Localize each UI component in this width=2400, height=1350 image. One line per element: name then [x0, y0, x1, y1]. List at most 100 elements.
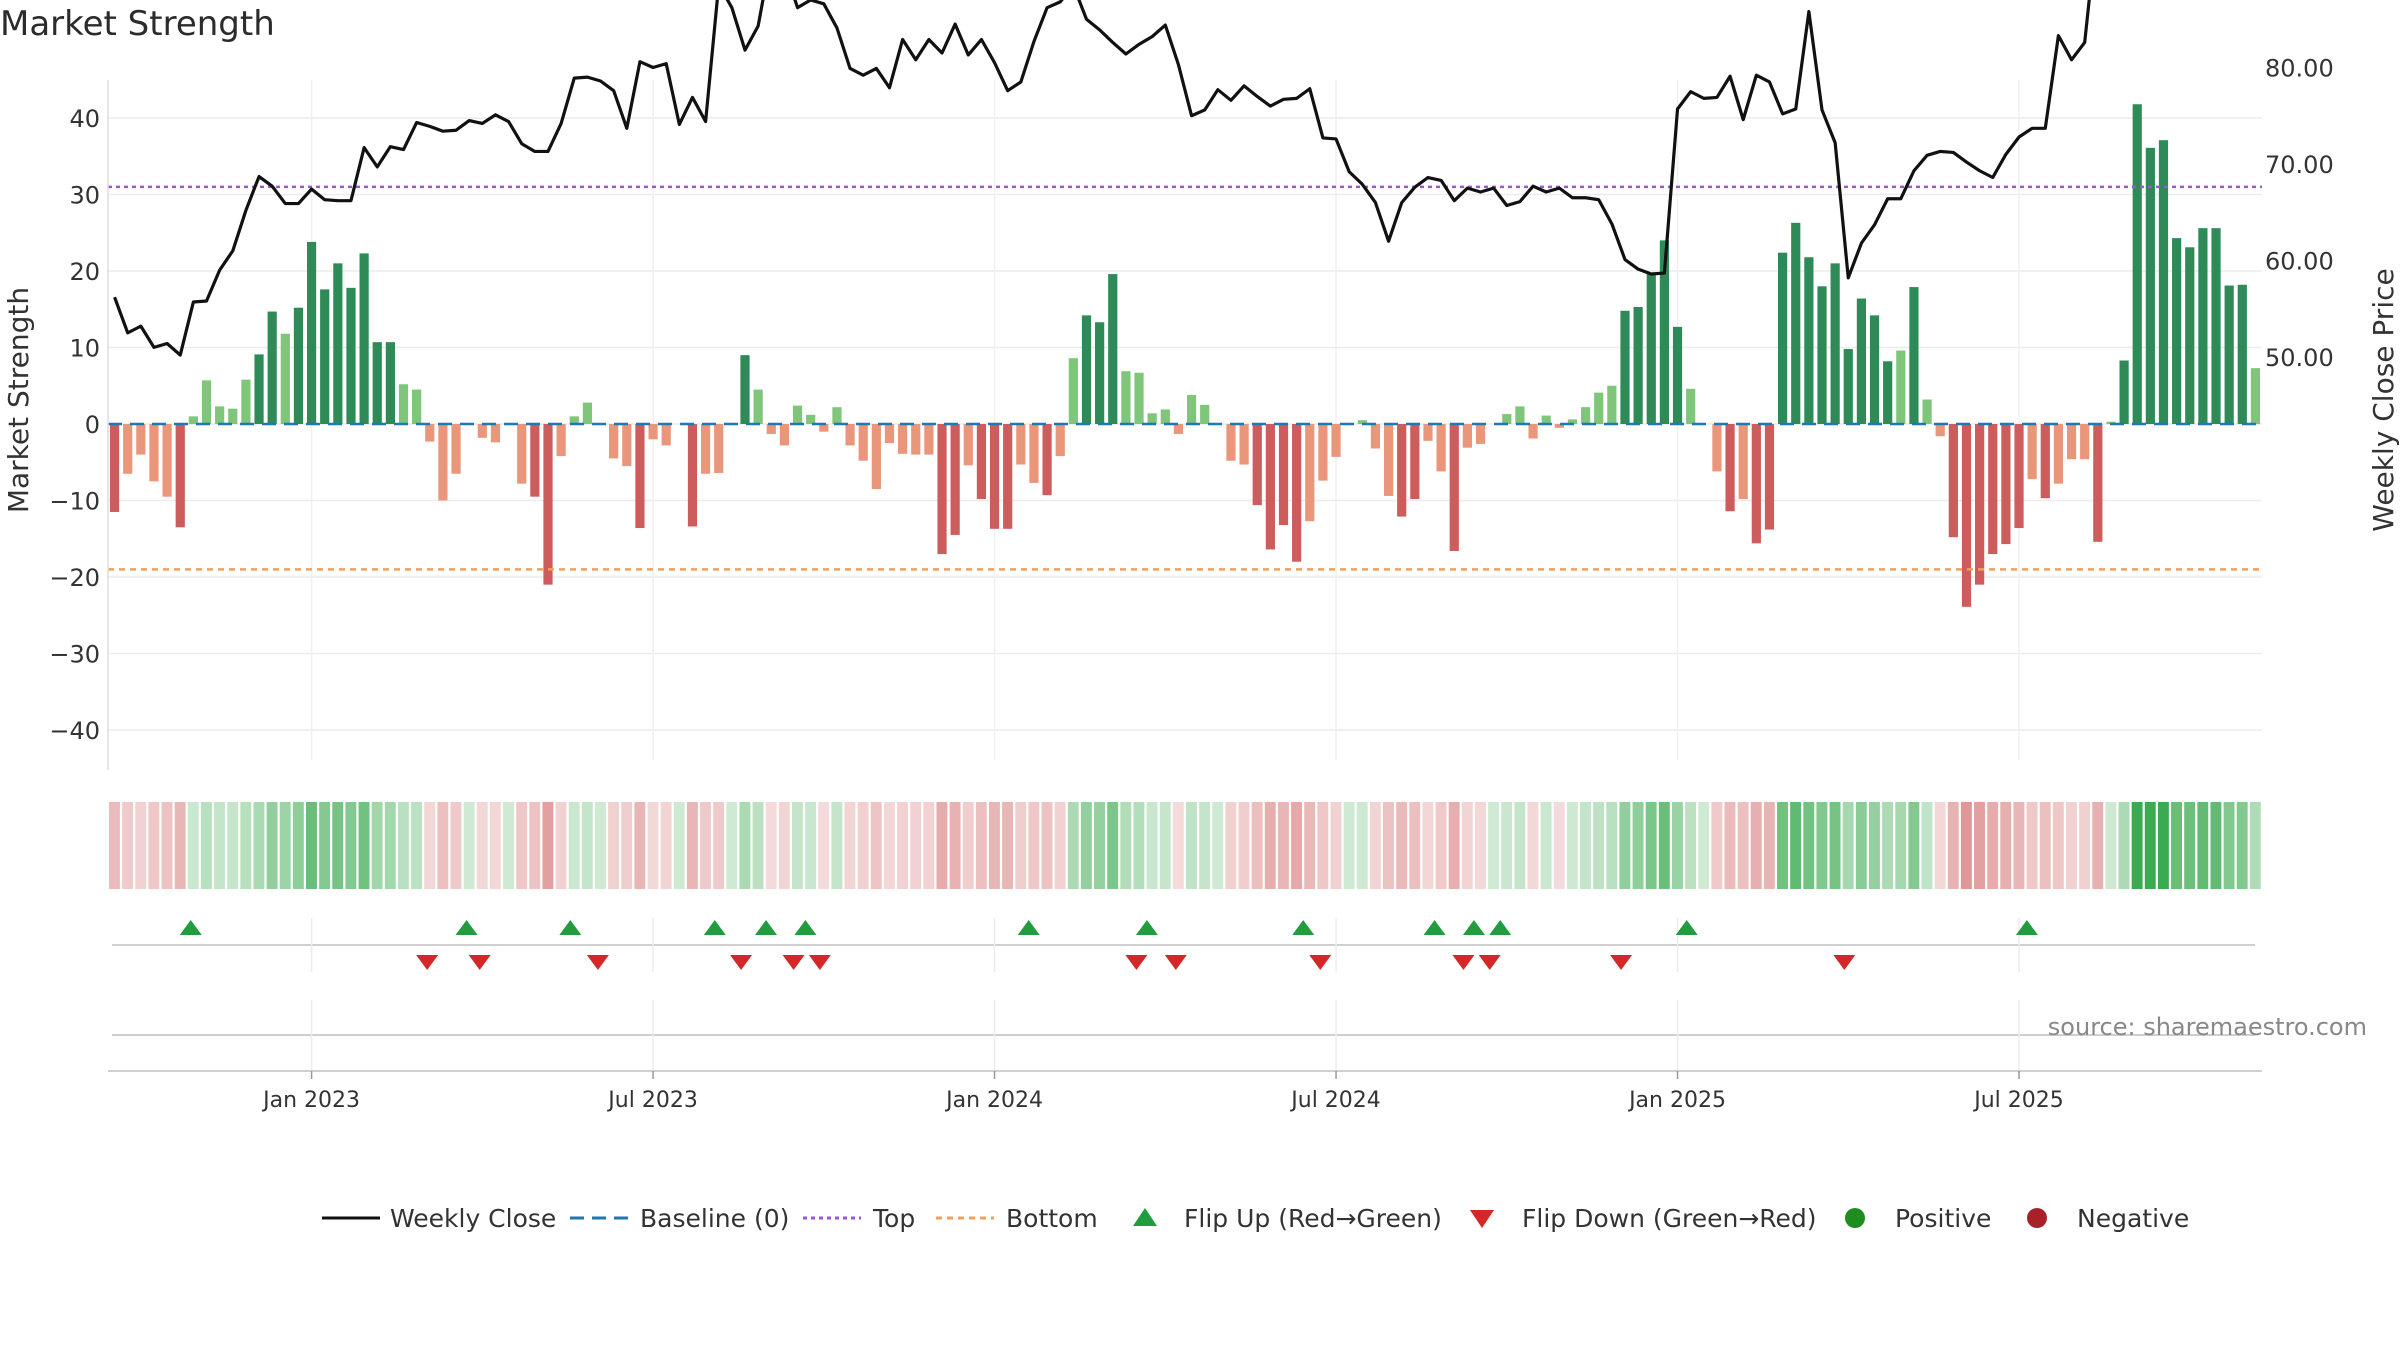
flip-up-marker: [1462, 920, 1485, 935]
strength-bar: [1935, 424, 1945, 437]
flip-down-marker: [782, 955, 805, 970]
strength-bar: [845, 424, 855, 446]
heatmap-cell: [2013, 802, 2025, 889]
heatmap-cell: [266, 802, 278, 889]
heatmap-cell: [542, 802, 554, 889]
heatmap-cell: [1632, 802, 1644, 889]
heatmap-cell: [923, 802, 935, 889]
strength-bar: [1200, 404, 1210, 424]
heatmap-cell: [319, 802, 331, 889]
y-tick-label-left: −20: [49, 564, 100, 592]
heatmap-cell: [2223, 802, 2235, 889]
strength-bar: [2053, 424, 2064, 484]
flip-down-marker: [1478, 955, 1501, 970]
strength-bar: [1134, 372, 1144, 424]
strength-bar: [569, 416, 579, 424]
flip-down-marker: [416, 955, 439, 970]
strength-bar: [1081, 315, 1092, 424]
strength-bar: [136, 424, 146, 455]
y-tick-label-right: 50.00: [2265, 344, 2334, 372]
heatmap-cell: [1698, 802, 1710, 889]
strength-bar: [556, 424, 566, 457]
strength-bar: [2080, 424, 2090, 460]
flip-up-marker: [179, 920, 202, 935]
heatmap-cell: [1540, 802, 1552, 889]
strength-bar: [188, 416, 198, 424]
heatmap-cell: [988, 802, 1000, 889]
heatmap-cell: [2026, 802, 2038, 889]
strength-bar: [1410, 424, 1420, 499]
strength-bar: [306, 241, 317, 424]
heatmap-cell: [831, 802, 843, 889]
strength-bar: [320, 289, 330, 424]
legend-weekly-close-label: Weekly Close: [390, 1204, 556, 1233]
heatmap-cell: [2210, 802, 2222, 889]
strength-bar: [438, 424, 448, 501]
strength-bar: [1292, 424, 1302, 562]
strength-bar: [1961, 424, 1972, 607]
strength-bar: [1475, 424, 1486, 444]
heatmap-cell: [1080, 802, 1092, 889]
flip-markers-panel: [112, 918, 2255, 972]
heatmap-cell: [2118, 802, 2130, 889]
strength-bar: [1528, 424, 1538, 439]
strength-bar: [1462, 424, 1472, 448]
strength-bar: [2198, 228, 2208, 424]
grid-lines: [108, 80, 2262, 760]
strength-bar: [1357, 420, 1367, 424]
strength-bar: [635, 424, 645, 529]
heatmap-cell: [1553, 802, 1565, 889]
strength-bar: [832, 407, 842, 424]
heatmap-cell: [424, 802, 436, 889]
heatmap-cell: [1974, 802, 1985, 889]
flip-up-marker: [755, 920, 778, 935]
heatmap-cell: [1054, 802, 1066, 889]
strength-bar: [1856, 298, 1867, 424]
heatmap-cell: [805, 802, 817, 889]
weekly-close-line: [113, 0, 2091, 357]
heatmap-cell: [332, 802, 344, 889]
heatmap-cell: [384, 802, 396, 889]
heatmap-cell: [174, 802, 186, 889]
strength-bar: [346, 287, 356, 424]
heatmap-cell: [1120, 802, 1132, 889]
y-tick-label-right: 60.00: [2265, 248, 2334, 276]
heatmap-cell: [949, 802, 961, 889]
strength-bar: [622, 424, 632, 467]
strength-bar: [1791, 222, 1801, 424]
strength-bar: [1003, 424, 1013, 529]
heatmap-cell: [187, 802, 199, 889]
strength-bar: [451, 424, 461, 474]
legend-top-label: Top: [872, 1204, 915, 1233]
strength-bar: [1817, 286, 1827, 424]
heatmap-cell: [1711, 802, 1723, 889]
heatmap-cell: [1580, 802, 1591, 889]
heatmap-cell: [1842, 802, 1854, 889]
heatmap-cell: [2157, 802, 2169, 889]
strength-bar: [884, 424, 895, 444]
strength-bar: [280, 333, 290, 424]
heatmap-cell: [2000, 802, 2012, 889]
legend-positive-label: Positive: [1895, 1204, 1991, 1233]
strength-bar: [1896, 350, 1906, 424]
heatmap-cell: [1409, 802, 1421, 889]
strength-bar: [372, 342, 382, 424]
strength-bar: [1055, 424, 1065, 457]
heatmap-cell: [700, 802, 711, 889]
strength-bar: [149, 424, 159, 482]
heatmap-cell: [634, 802, 646, 889]
strength-bar: [1173, 424, 1184, 434]
strength-bar: [162, 424, 172, 497]
strength-bar: [175, 424, 185, 528]
heatmap-cell: [437, 802, 449, 889]
heatmap-cell: [253, 802, 265, 889]
strength-bar: [963, 424, 973, 466]
strength-bar: [1186, 394, 1197, 424]
heatmap-cell: [1291, 802, 1303, 889]
heatmap-cell: [818, 802, 830, 889]
strength-bar: [976, 424, 987, 499]
strength-bar: [1843, 349, 1853, 424]
heatmap-cell: [1041, 802, 1053, 889]
legend-flip-down: Flip Down (Green→Red): [1470, 1204, 1817, 1233]
